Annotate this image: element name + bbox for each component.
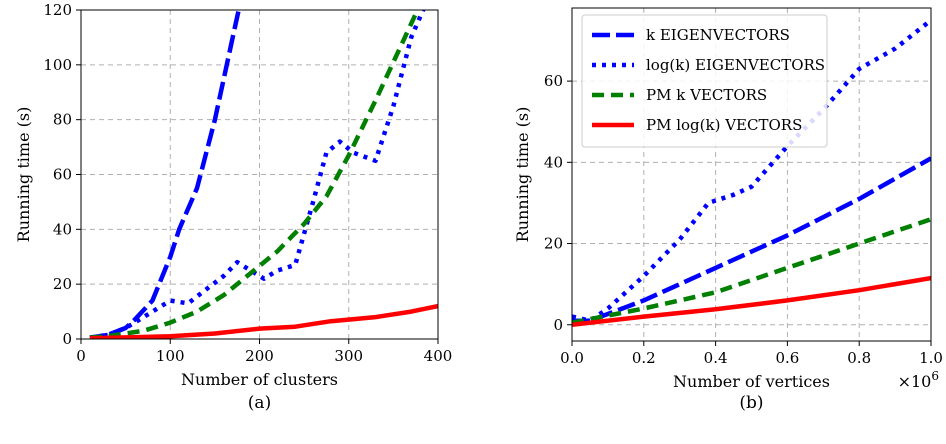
x-tick-label: 200 bbox=[245, 347, 274, 365]
x-axis-label: Number of clusters bbox=[181, 370, 338, 389]
y-axis-label: Running time (s) bbox=[14, 107, 33, 243]
series-line-pm_log bbox=[572, 275, 931, 328]
x-tick-label: 0.8 bbox=[847, 349, 871, 367]
y-tick-label: 40 bbox=[544, 153, 563, 171]
x-tick-label: 300 bbox=[334, 347, 363, 365]
y-tick-label: 20 bbox=[53, 275, 72, 293]
series-line-pm_log bbox=[89, 303, 438, 339]
panel-caption: (b) bbox=[739, 393, 763, 413]
y-tick-label: 40 bbox=[53, 220, 72, 238]
legend-label-pm_k: PM k VECTORS bbox=[646, 86, 767, 104]
x-tick-label: 0 bbox=[76, 347, 86, 365]
panel-a: 0 100 200 300 400 0 20 40 60 80 100 120 Number of cl… bbox=[14, 1, 453, 413]
series-line-pm_k bbox=[89, 10, 421, 339]
x-tick-label: 1.0 bbox=[919, 349, 943, 367]
y-axis-label: Running time (s) bbox=[513, 107, 532, 243]
x-tick-label: 400 bbox=[424, 347, 453, 365]
x-tick-label: 0.0 bbox=[560, 349, 584, 367]
x-axis-multiplier: ×106 bbox=[898, 369, 939, 391]
y-tick-label: 0 bbox=[62, 330, 72, 348]
legend-label-log_eig: log(k) EIGENVECTORS bbox=[646, 56, 825, 74]
y-tick-label: 0 bbox=[553, 316, 563, 334]
x-axis-label: Number of vertices bbox=[673, 372, 830, 391]
legend: k EIGENVECTORS log(k) EIGENVECTORS PM k VE… bbox=[581, 14, 828, 148]
x-tick-label: 100 bbox=[156, 347, 185, 365]
x-tick-label: 0.2 bbox=[632, 349, 656, 367]
y-tick-label: 100 bbox=[43, 56, 72, 74]
y-tick-label: 60 bbox=[544, 72, 563, 90]
y-tick-label: 60 bbox=[53, 166, 72, 184]
panel-b: 0.0 0.2 0.4 0.6 0.8 1.0 0 20 40 60 Number of verti… bbox=[513, 7, 943, 413]
series-line-log_eig bbox=[572, 18, 931, 323]
series-line-log_eig bbox=[89, 10, 426, 339]
series-line-k_eig bbox=[572, 156, 931, 323]
series-group bbox=[89, 10, 438, 339]
legend-box bbox=[581, 14, 828, 148]
panel-caption: (a) bbox=[248, 393, 271, 413]
x-tick-label: 0.4 bbox=[704, 349, 728, 367]
series-line-pm_k bbox=[572, 217, 931, 325]
axes-frame bbox=[571, 7, 932, 342]
x-tick-label: 0.6 bbox=[775, 349, 799, 367]
y-tick-label: 120 bbox=[43, 1, 72, 19]
grid bbox=[81, 10, 438, 339]
y-tick-label: 20 bbox=[544, 235, 563, 253]
legend-label-k_eig: k EIGENVECTORS bbox=[646, 26, 790, 44]
series-group bbox=[572, 18, 931, 328]
legend-label-pm_log: PM log(k) VECTORS bbox=[646, 116, 802, 134]
series-line-k_eig bbox=[89, 10, 242, 339]
y-tick-label: 80 bbox=[53, 111, 72, 129]
